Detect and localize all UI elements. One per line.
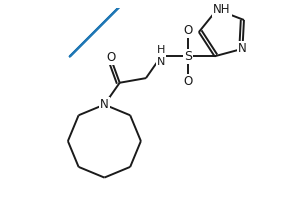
Text: N: N [238, 42, 247, 55]
Text: NH: NH [213, 3, 231, 16]
Text: O: O [183, 75, 193, 88]
Text: S: S [184, 50, 192, 63]
Text: N: N [100, 98, 109, 111]
Text: O: O [183, 24, 193, 37]
Text: O: O [106, 51, 115, 64]
Text: H
N: H N [157, 45, 165, 67]
